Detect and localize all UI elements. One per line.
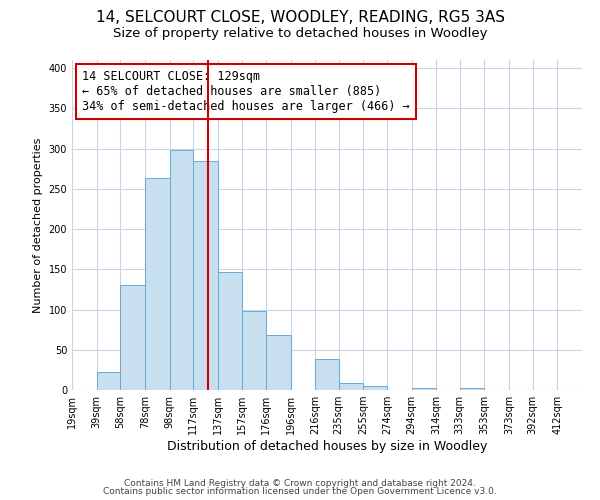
Y-axis label: Number of detached properties: Number of detached properties	[33, 138, 43, 312]
Bar	[412, 388, 436, 390]
Bar	[97, 372, 120, 390]
Text: 14 SELCOURT CLOSE: 129sqm
← 65% of detached houses are smaller (885)
34% of semi: 14 SELCOURT CLOSE: 129sqm ← 65% of detac…	[82, 70, 410, 113]
Bar	[145, 178, 170, 390]
Bar	[120, 286, 145, 390]
Bar	[193, 160, 218, 390]
Bar	[315, 360, 339, 390]
Bar	[170, 150, 193, 390]
Text: Size of property relative to detached houses in Woodley: Size of property relative to detached ho…	[113, 28, 487, 40]
Bar	[266, 336, 290, 390]
Text: Contains HM Land Registry data © Crown copyright and database right 2024.: Contains HM Land Registry data © Crown c…	[124, 478, 476, 488]
Text: Contains public sector information licensed under the Open Government Licence v3: Contains public sector information licen…	[103, 487, 497, 496]
Bar	[460, 388, 484, 390]
Bar	[339, 383, 364, 390]
Bar	[242, 311, 266, 390]
Bar	[364, 386, 387, 390]
X-axis label: Distribution of detached houses by size in Woodley: Distribution of detached houses by size …	[167, 440, 487, 453]
Text: 14, SELCOURT CLOSE, WOODLEY, READING, RG5 3AS: 14, SELCOURT CLOSE, WOODLEY, READING, RG…	[95, 10, 505, 25]
Bar	[218, 272, 242, 390]
